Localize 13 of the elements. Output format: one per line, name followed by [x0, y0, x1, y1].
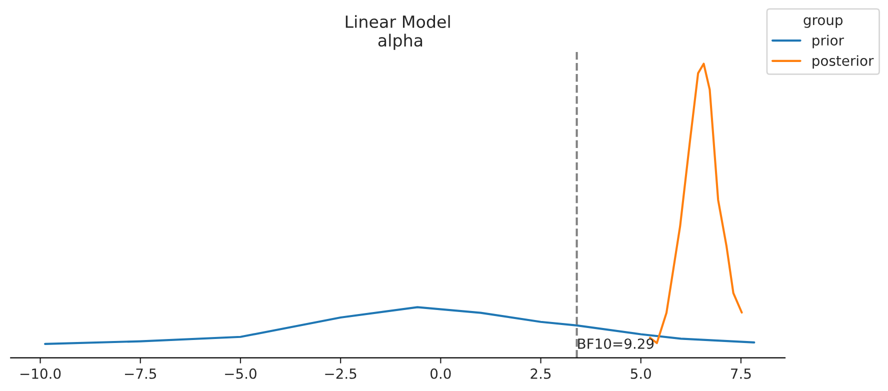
x-tick-label: −2.5: [325, 368, 356, 379]
x-tick-label: 2.5: [530, 368, 551, 379]
legend-title: group: [804, 17, 843, 28]
x-tick-label: −10.0: [20, 368, 61, 379]
chart-title: Linear Model alpha: [346, 15, 450, 50]
x-tick-label: −7.5: [124, 368, 156, 379]
x-tick-label: 7.5: [731, 368, 751, 379]
legend-label: prior: [812, 34, 844, 48]
x-tick-label: 0.0: [430, 368, 451, 379]
x-tick-label: 5.0: [630, 368, 651, 379]
annotation: BF10=9.29: [578, 338, 654, 349]
legend-label: posterior: [812, 55, 874, 69]
x-tick-label: −5.0: [225, 368, 256, 379]
